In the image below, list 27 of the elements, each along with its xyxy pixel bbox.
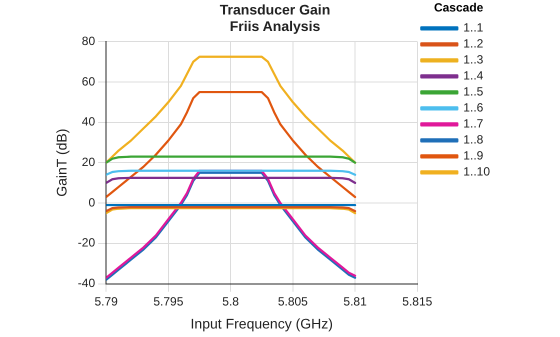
legend-title: Cascade — [434, 0, 484, 14]
y-tick-label: 40 — [82, 114, 96, 129]
legend-label: 1..2 — [463, 36, 484, 51]
legend-label: 1..7 — [463, 116, 484, 131]
x-axis-title: Input Frequency (GHz) — [190, 315, 333, 332]
legend-label: 1..4 — [463, 68, 484, 83]
legend-label: 1..3 — [463, 52, 484, 67]
x-tick-label: 5.815 — [402, 294, 433, 308]
chart-title: Transducer Gain Friis Analysis — [220, 1, 330, 34]
legend-label: 1..10 — [463, 164, 490, 179]
y-tick-label: -20 — [78, 236, 96, 250]
y-axis-title: GainT (dB) — [53, 128, 70, 197]
legend-label: 1..8 — [463, 132, 484, 147]
legend-label: 1..1 — [463, 20, 484, 35]
y-tick-label: 60 — [82, 74, 96, 88]
x-tick-label: 5.79 — [94, 294, 118, 308]
y-tick-label: 80 — [82, 34, 96, 48]
y-tick-label: 20 — [82, 155, 96, 170]
legend-label: 1..5 — [463, 84, 484, 99]
x-tick-label: 5.81 — [343, 294, 368, 308]
legend-label: 1..6 — [463, 100, 484, 115]
x-tick-label: 5.8 — [222, 294, 240, 308]
x-tick-label: 5.795 — [153, 294, 184, 308]
legend-label: 1..9 — [463, 148, 484, 163]
y-tick-label: 0 — [88, 195, 96, 210]
y-tick-label: -40 — [78, 276, 96, 290]
x-tick-label: 5.805 — [278, 294, 308, 308]
